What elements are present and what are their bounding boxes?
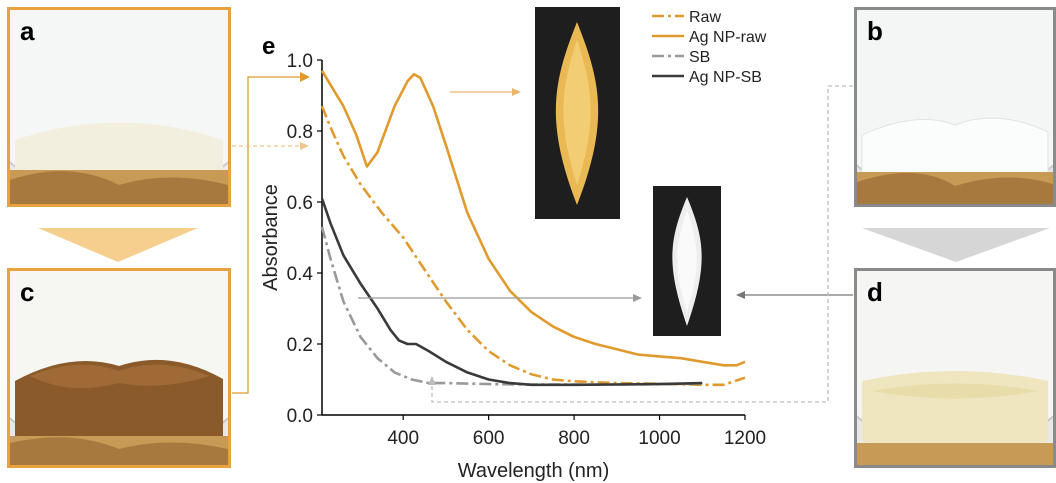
panel-d-label: d (867, 277, 883, 307)
y-tick-label: 0.0 (287, 406, 313, 427)
arrow-b-to-d (862, 228, 1050, 262)
chart-series (320, 70, 746, 387)
legend-label: Ag NP-SB (689, 69, 762, 86)
x-tick-label: 800 (558, 428, 590, 449)
arrow-a-to-c (38, 228, 198, 262)
y-axis-label: Absorbance (260, 184, 282, 291)
x-axis-label: Wavelength (nm) (458, 460, 610, 482)
flask-d-illustration (857, 271, 1053, 465)
x-tick-label: 1000 (638, 428, 680, 449)
flask-a-illustration (10, 10, 228, 204)
panel-c-label: c (20, 277, 35, 307)
series-line-ag-np-sb (320, 198, 703, 387)
y-tick-label: 0.2 (287, 335, 313, 356)
panel-a-label: a (20, 16, 35, 46)
y-tick-label: 0.6 (287, 193, 313, 214)
panel-b-flask-photo: b (854, 7, 1056, 207)
x-tick-label: 400 (387, 428, 419, 449)
panel-d-flask-photo: d (854, 268, 1056, 468)
connector-b-to-sb (431, 85, 853, 403)
connector-c-to-agnp-raw (232, 76, 300, 394)
y-tick-label: 0.4 (287, 264, 314, 285)
legend-label: Raw (689, 9, 721, 26)
panel-b-label: b (867, 16, 883, 46)
chart-legend: Raw Ag NP-raw SB Ag NP-SB (652, 9, 767, 86)
panel-c-flask-photo: c (7, 268, 231, 468)
y-tick-label: 0.8 (287, 122, 313, 143)
y-tick-label: 1.0 (287, 51, 313, 72)
panel-a-flask-photo: a (7, 7, 231, 207)
series-line-ag-np-raw (320, 70, 746, 367)
flask-c-illustration (10, 271, 228, 465)
white-fiber-photo (653, 186, 721, 336)
panel-e-label: e (262, 33, 275, 60)
series-line-raw (320, 105, 746, 387)
x-tick-label: 1200 (724, 428, 766, 449)
legend-label: Ag NP-raw (689, 29, 767, 46)
chart-axes: 400 600 800 1000 1200 0.0 0.2 0.4 0.6 0.8 1.0 Wavel… (260, 51, 766, 482)
legend-label: SB (689, 49, 710, 66)
x-tick-label: 600 (473, 428, 505, 449)
series-line-sb (320, 226, 703, 386)
connectors (232, 72, 853, 403)
flask-b-illustration (857, 10, 1053, 204)
yellow-fiber-photo (535, 7, 620, 219)
